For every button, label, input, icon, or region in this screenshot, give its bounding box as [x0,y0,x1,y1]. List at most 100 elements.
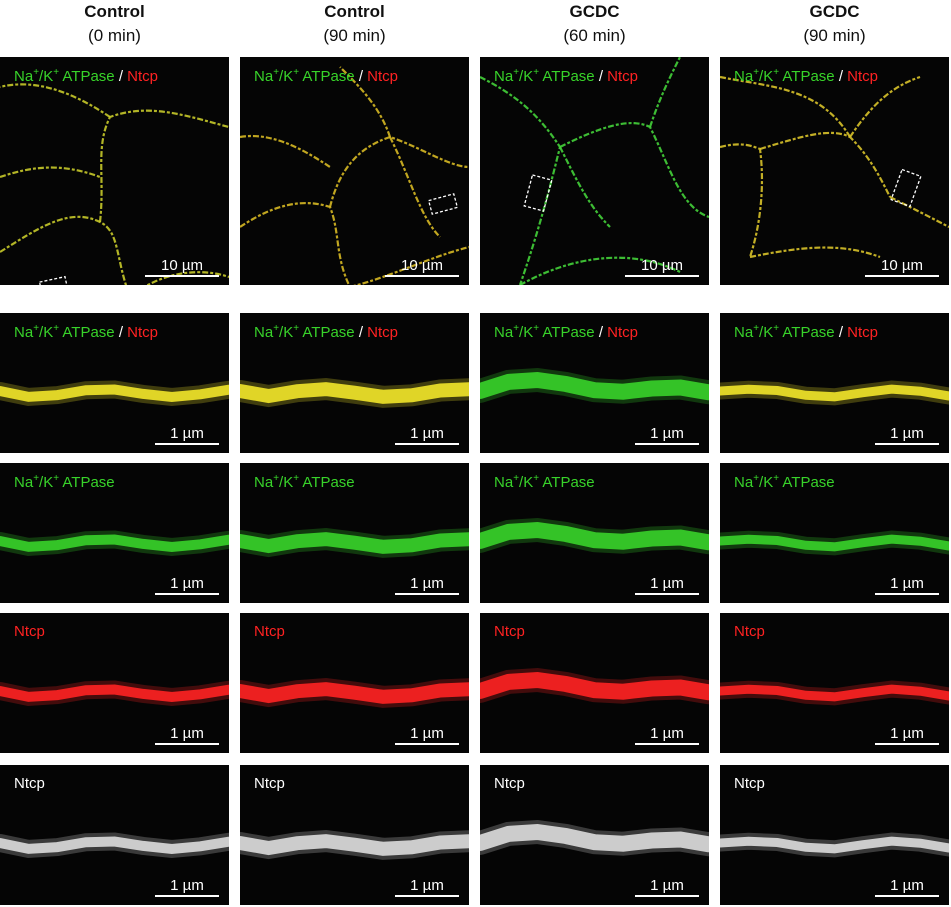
atpase-text: ATPase [539,324,595,341]
membrane-signal [480,823,709,853]
scale-bar-line [395,443,459,445]
micrograph-panel-green: Na+/K+ ATPase 1 µm [240,463,469,603]
superscript-plus: + [533,323,540,334]
ntcp-text: Ntcp [254,623,285,640]
scale-bar: 1 µm [875,725,939,745]
channel-label: Na+/K+ ATPase [14,473,115,491]
scale-bar-label: 1 µm [650,425,684,442]
channel-label: Ntcp [14,775,45,792]
membrane-outline [559,122,709,219]
condition-label: GCDC [569,2,620,21]
micrograph-image [480,57,709,285]
superscript-plus: + [273,67,280,78]
micrograph-image [720,380,949,406]
superscript-plus: + [753,323,760,334]
column-header-gcdc-60: GCDC (60 min) [480,0,709,48]
slash-text: / [114,68,128,85]
scale-bar-label: 1 µm [650,725,684,742]
micrograph-panel-green: Na+/K+ ATPase 1 µm [720,463,949,603]
ntcp-text: Ntcp [367,324,399,341]
micrograph-panel-overview: Na+/K+ ATPase / Ntcp 10 µm [0,57,229,285]
micrograph-image [240,528,469,558]
channel-label: Ntcp [734,623,765,640]
k-text: /K [279,324,294,341]
channel-label: Na+/K+ ATPase [734,473,835,491]
scale-bar-line [635,593,699,595]
scale-bar-label: 1 µm [890,425,924,442]
micrograph-image [240,378,469,408]
na-text: Na [14,474,34,491]
micrograph-image [720,680,949,706]
na-k-atpase-label: Na+/K+ ATPase [494,323,595,341]
scale-bar-label: 1 µm [890,575,924,592]
membrane-signal [0,384,229,403]
membrane-signal [240,532,469,554]
na-text: Na [494,68,514,85]
micrograph-image [480,819,709,857]
micrograph-panel-gray: Ntcp 1 µm [480,765,709,905]
scale-bar-label: 1 µm [650,575,684,592]
channel-label: Na+/K+ ATPase / Ntcp [254,67,398,85]
k-text: /K [279,68,294,85]
micrograph-panel-merge: Na+/K+ ATPase / Ntcp 1 µm [240,313,469,453]
membrane-outline [749,246,881,259]
scale-bar-line [385,275,459,277]
atpase-text: ATPase [779,474,835,491]
condition-label: GCDC [809,2,860,21]
scale-bar-label: 10 µm [641,257,683,274]
condition-label: Control [84,2,145,21]
na-text: Na [494,474,514,491]
membrane-outline [145,271,229,285]
superscript-plus: + [533,473,540,484]
slash-text: / [354,68,368,85]
micrograph-panel-gray: Ntcp 1 µm [0,765,229,905]
scale-bar-line [865,275,939,277]
atpase-text: ATPase [59,324,115,341]
micrograph-image [720,832,949,858]
scale-bar-label: 1 µm [170,425,204,442]
ntcp-text: Ntcp [127,68,159,85]
micrograph-panel-overview: Na+/K+ ATPase / Ntcp 10 µm [720,57,949,285]
zoom-region-box [890,168,922,208]
scale-bar-line [875,743,939,745]
column-header-gcdc-90: GCDC (90 min) [720,0,949,48]
scale-bar-line [625,275,699,277]
ntcp-text: Ntcp [847,324,879,341]
micrograph-image [720,75,949,259]
zoom-region-box [38,275,74,285]
membrane-outline [648,57,681,128]
micrograph-panel-merge: Na+/K+ ATPase / Ntcp 1 µm [480,313,709,453]
superscript-plus: + [33,473,40,484]
scale-bar: 1 µm [155,877,219,897]
slash-text: / [114,324,128,341]
scale-bar: 10 µm [625,257,699,277]
micrograph-panel-red: Ntcp 1 µm [0,613,229,753]
membrane-signal [720,534,949,552]
micrograph-image [0,530,229,557]
slash-text: / [594,324,608,341]
na-text: Na [14,324,34,341]
scale-bar-label: 1 µm [170,725,204,742]
scale-bar: 1 µm [635,725,699,745]
superscript-plus: + [753,67,760,78]
membrane-outline [519,256,681,285]
scale-bar: 1 µm [635,425,699,445]
atpase-text: ATPase [299,474,355,491]
na-text: Na [734,474,754,491]
membrane-outline [849,75,921,138]
scale-bar-label: 1 µm [410,725,444,742]
superscript-plus: + [273,323,280,334]
scale-bar-line [635,895,699,897]
channel-label: Na+/K+ ATPase [254,473,355,491]
time-label: (60 min) [563,26,626,45]
na-text: Na [254,324,274,341]
scale-bar: 1 µm [635,877,699,897]
micrograph-panel-green: Na+/K+ ATPase 1 µm [0,463,229,603]
micrograph-image [0,83,229,285]
superscript-plus: + [293,473,300,484]
channel-label: Na+/K+ ATPase / Ntcp [494,67,638,85]
na-text: Na [254,68,274,85]
k-text: /K [519,324,534,341]
column-header-control-90: Control (90 min) [240,0,469,48]
scale-bar-label: 1 µm [410,877,444,894]
